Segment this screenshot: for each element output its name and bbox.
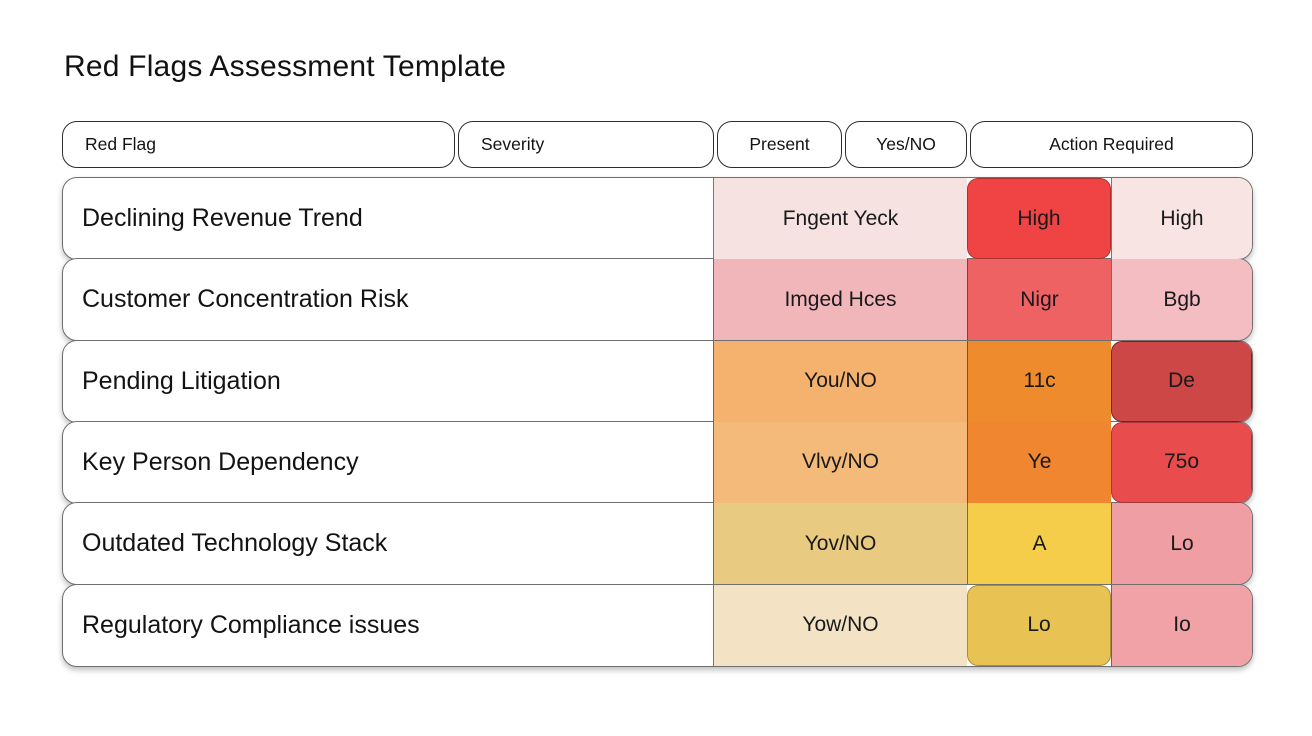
action-cell: Lo xyxy=(1111,503,1252,585)
column-header-action-required: Action Required xyxy=(970,121,1253,168)
row-label: Regulatory Compliance issues xyxy=(82,610,420,639)
yesno-cell: High xyxy=(967,178,1111,259)
table-row: Regulatory Compliance issues Yow/NO Lo Io xyxy=(62,583,1253,667)
column-header-present: Present xyxy=(717,121,842,168)
present-cell: Yov/NO xyxy=(713,503,967,585)
yesno-cell: Ye xyxy=(967,421,1111,503)
present-cell: Vlvy/NO xyxy=(713,421,967,503)
yesno-cell: 11c xyxy=(967,340,1111,422)
row-label: Pending Litigation xyxy=(82,366,281,395)
table-header-row: Red Flag Severity Present Yes/NO Action Requ… xyxy=(62,121,1253,168)
action-cell: De xyxy=(1111,340,1252,422)
action-cell: High xyxy=(1111,178,1252,259)
row-label: Outdated Technology Stack xyxy=(82,529,388,558)
assessment-template: Red Flags Assessment Template Red Flag Se… xyxy=(62,50,1253,667)
present-cell: You/NO xyxy=(713,340,967,422)
row-label: Declining Revenue Trend xyxy=(82,204,363,232)
action-cell: 75o xyxy=(1111,421,1252,503)
row-label: Key Person Dependency xyxy=(82,447,359,476)
present-cell: Fngent Yeck xyxy=(713,178,967,259)
column-header-red-flag: Red Flag xyxy=(62,121,455,168)
column-header-yes-no: Yes/NO xyxy=(845,121,967,168)
yesno-cell: Nigr xyxy=(967,259,1111,341)
yesno-cell: Lo xyxy=(967,584,1111,666)
present-cell: Yow/NO xyxy=(713,584,967,666)
present-cell: Imged Hces xyxy=(713,259,967,341)
table-row: Outdated Technology Stack Yov/NO A Lo xyxy=(62,502,1253,586)
yesno-cell: A xyxy=(967,503,1111,585)
row-label: Customer Concentration Risk xyxy=(82,285,409,314)
table-row: Declining Revenue Trend Fngent Yeck High Hi… xyxy=(62,177,1253,260)
action-cell: Io xyxy=(1111,584,1252,666)
page-title: Red Flags Assessment Template xyxy=(64,50,507,83)
table-row: Pending Litigation You/NO 11c De xyxy=(62,339,1253,423)
action-cell: Bgb xyxy=(1111,259,1252,341)
table-row: Customer Concentration Risk Imged Hces Nig… xyxy=(62,258,1253,342)
column-header-severity: Severity xyxy=(458,121,714,168)
table-row: Key Person Dependency Vlvy/NO Ye 75o xyxy=(62,420,1253,504)
table-body: Declining Revenue Trend Fngent Yeck High Hi… xyxy=(62,177,1253,667)
